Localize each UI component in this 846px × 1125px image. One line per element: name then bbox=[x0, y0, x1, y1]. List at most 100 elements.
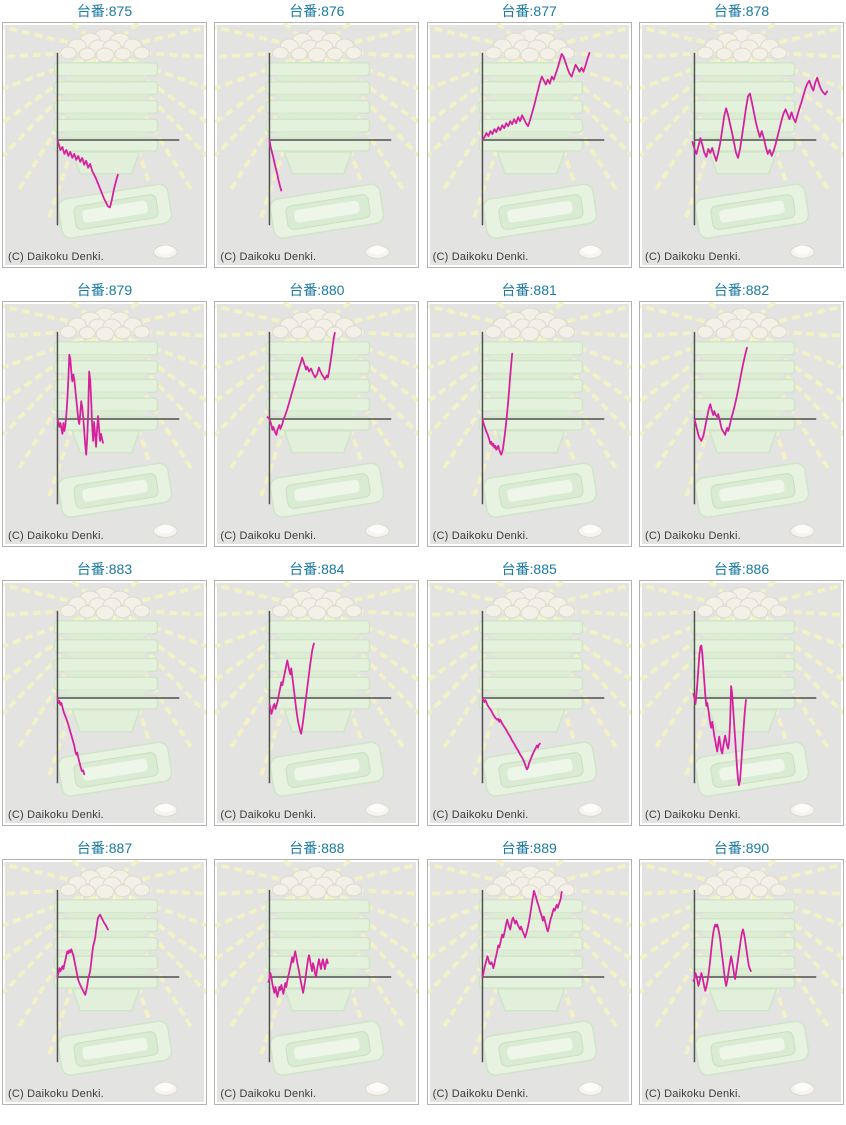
slot-payout-graph: (C) Daikoku Denki. bbox=[426, 22, 632, 268]
machine-chart-card: 台番:879 (C) Daikoku Denki. bbox=[2, 280, 207, 547]
machine-chart-card: 台番:886 (C) Daikoku Denki. bbox=[638, 559, 844, 826]
pachinko-watermark bbox=[3, 23, 206, 261]
copyright-text: (C) Daikoku Denki. bbox=[432, 251, 529, 263]
pachinko-watermark bbox=[639, 860, 843, 1098]
machine-number-link[interactable]: 台番:879 bbox=[76, 282, 133, 298]
machine-number-link[interactable]: 台番:887 bbox=[76, 840, 133, 856]
pachinko-watermark bbox=[3, 302, 206, 540]
pachinko-watermark bbox=[215, 23, 419, 261]
chart-canvas bbox=[3, 23, 206, 261]
pachinko-watermark bbox=[427, 302, 631, 540]
machine-number-link[interactable]: 台番:878 bbox=[713, 3, 770, 19]
copyright-text: (C) Daikoku Denki. bbox=[8, 251, 104, 263]
copyright-text: (C) Daikoku Denki. bbox=[644, 809, 741, 821]
payout-line bbox=[56, 353, 104, 456]
machine-number-link[interactable]: 台番:880 bbox=[289, 282, 345, 298]
pachinko-watermark bbox=[3, 581, 206, 819]
chart-canvas bbox=[639, 23, 843, 261]
machine-number-link[interactable]: 台番:888 bbox=[289, 840, 345, 856]
slot-payout-graph: (C) Daikoku Denki. bbox=[638, 580, 844, 826]
chart-canvas bbox=[427, 860, 631, 1098]
machine-chart-card: 台番:889 (C) Daikoku Denki. bbox=[426, 838, 632, 1105]
chart-canvas bbox=[215, 860, 419, 1098]
machine-chart-card: 台番:878 (C) Daikoku Denki. bbox=[638, 1, 844, 268]
payout-line bbox=[56, 697, 86, 776]
chart-canvas bbox=[3, 860, 206, 1098]
machine-chart-card: 台番:885 (C) Daikoku Denki. bbox=[426, 559, 632, 826]
copyright-text: (C) Daikoku Denki. bbox=[644, 530, 741, 542]
chart-canvas bbox=[215, 23, 419, 261]
machine-chart-card: 台番:877 (C) Daikoku Denki. bbox=[426, 1, 632, 268]
slot-payout-graph: (C) Daikoku Denki. bbox=[426, 859, 632, 1105]
slot-payout-graph: (C) Daikoku Denki. bbox=[2, 301, 207, 547]
machine-chart-card: 台番:884 (C) Daikoku Denki. bbox=[214, 559, 420, 826]
machine-number-link[interactable]: 台番:876 bbox=[289, 3, 345, 19]
slot-payout-graph: (C) Daikoku Denki. bbox=[2, 580, 207, 826]
copyright-text: (C) Daikoku Denki. bbox=[220, 251, 317, 263]
payout-line bbox=[56, 913, 109, 996]
chart-canvas bbox=[427, 302, 631, 540]
machine-number-link[interactable]: 台番:890 bbox=[713, 840, 770, 856]
copyright-text: (C) Daikoku Denki. bbox=[644, 251, 741, 263]
pachinko-watermark bbox=[215, 860, 419, 1098]
payout-line bbox=[481, 52, 590, 141]
slot-payout-graph: (C) Daikoku Denki. bbox=[426, 301, 632, 547]
slot-payout-graph: (C) Daikoku Denki. bbox=[214, 301, 420, 547]
pachinko-watermark bbox=[215, 302, 419, 540]
payout-line bbox=[481, 352, 513, 456]
slot-payout-graph: (C) Daikoku Denki. bbox=[214, 22, 420, 268]
chart-canvas bbox=[3, 581, 206, 819]
slot-payout-graph: (C) Daikoku Denki. bbox=[214, 859, 420, 1105]
copyright-text: (C) Daikoku Denki. bbox=[220, 1088, 317, 1100]
chart-canvas bbox=[3, 302, 206, 540]
pachinko-watermark bbox=[639, 302, 843, 540]
machine-chart-card: 台番:875 (C) Daikoku Denki. bbox=[2, 1, 207, 268]
slot-payout-graph: (C) Daikoku Denki. bbox=[2, 859, 207, 1105]
payout-line bbox=[268, 139, 283, 192]
payout-line bbox=[266, 332, 337, 436]
chart-canvas bbox=[639, 860, 843, 1098]
payout-line bbox=[481, 697, 541, 771]
payout-line bbox=[268, 642, 316, 735]
slot-payout-graph: (C) Daikoku Denki. bbox=[638, 859, 844, 1105]
slot-payout-graph: (C) Daikoku Denki. bbox=[426, 580, 632, 826]
chart-canvas bbox=[215, 581, 419, 819]
copyright-text: (C) Daikoku Denki. bbox=[8, 809, 104, 821]
chart-canvas bbox=[639, 581, 843, 819]
machine-chart-card: 台番:876 (C) Daikoku Denki. bbox=[214, 1, 420, 268]
pachinko-watermark bbox=[215, 581, 419, 819]
machine-number-link[interactable]: 台番:877 bbox=[501, 3, 557, 19]
machine-number-link[interactable]: 台番:885 bbox=[501, 561, 557, 577]
pachinko-watermark bbox=[427, 581, 631, 819]
machine-chart-card: 台番:881 (C) Daikoku Denki. bbox=[426, 280, 632, 547]
machine-number-link[interactable]: 台番:882 bbox=[713, 282, 770, 298]
slot-payout-graph: (C) Daikoku Denki. bbox=[214, 580, 420, 826]
machine-number-link[interactable]: 台番:884 bbox=[289, 561, 345, 577]
machine-chart-card: 台番:888 (C) Daikoku Denki. bbox=[214, 838, 420, 1105]
copyright-text: (C) Daikoku Denki. bbox=[8, 530, 104, 542]
payout-line bbox=[481, 890, 563, 978]
slot-payout-graph: (C) Daikoku Denki. bbox=[2, 22, 207, 268]
slot-payout-graph: (C) Daikoku Denki. bbox=[638, 22, 844, 268]
chart-canvas bbox=[427, 581, 631, 819]
chart-canvas bbox=[427, 23, 631, 261]
machine-number-link[interactable]: 台番:883 bbox=[76, 561, 133, 577]
copyright-text: (C) Daikoku Denki. bbox=[432, 530, 529, 542]
pachinko-watermark bbox=[3, 860, 206, 1098]
chart-canvas bbox=[215, 302, 419, 540]
pachinko-watermark bbox=[639, 581, 843, 819]
machine-number-link[interactable]: 台番:889 bbox=[501, 840, 557, 856]
copyright-text: (C) Daikoku Denki. bbox=[220, 530, 317, 542]
copyright-text: (C) Daikoku Denki. bbox=[432, 809, 529, 821]
machine-chart-card: 台番:890 (C) Daikoku Denki. bbox=[638, 838, 844, 1105]
copyright-text: (C) Daikoku Denki. bbox=[220, 809, 317, 821]
copyright-text: (C) Daikoku Denki. bbox=[432, 1088, 529, 1100]
machine-chart-card: 台番:883 (C) Daikoku Denki. bbox=[2, 559, 207, 826]
machine-number-link[interactable]: 台番:875 bbox=[76, 3, 133, 19]
pachinko-watermark bbox=[427, 860, 631, 1098]
machine-number-link[interactable]: 台番:886 bbox=[713, 561, 770, 577]
payout-line bbox=[693, 346, 748, 442]
machine-chart-card: 台番:880 (C) Daikoku Denki. bbox=[214, 280, 420, 547]
copyright-text: (C) Daikoku Denki. bbox=[644, 1088, 741, 1100]
machine-number-link[interactable]: 台番:881 bbox=[501, 282, 557, 298]
